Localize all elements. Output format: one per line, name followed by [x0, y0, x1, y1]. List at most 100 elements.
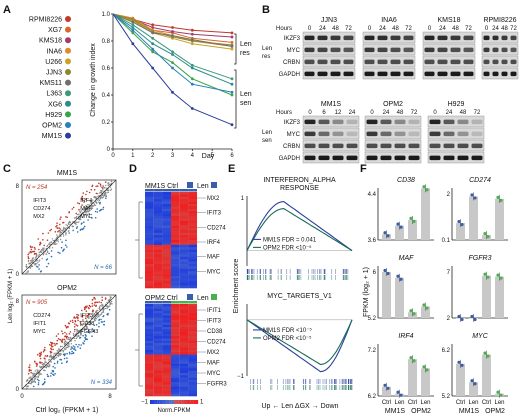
- a-point-l363: [151, 36, 155, 40]
- scatter-point: [104, 307, 107, 310]
- scatter-point-up: [88, 191, 91, 194]
- heatmap-cell: [179, 306, 189, 309]
- heatmap-cell: [162, 285, 171, 289]
- a-point-kms11: [171, 34, 174, 37]
- heatmap-cell: [162, 280, 171, 284]
- scatter-point: [39, 365, 41, 368]
- heatmap-cell: [162, 350, 171, 353]
- heatmap-cell: [171, 304, 180, 307]
- f-dot: [396, 390, 400, 394]
- a-point-h929: [131, 31, 135, 35]
- scatter-point: [40, 367, 43, 369]
- scale-max: 1: [200, 400, 204, 406]
- blot-band: [380, 155, 392, 161]
- scatter-point: [65, 234, 67, 236]
- heatmap-cell: [188, 384, 197, 388]
- scatter-tick: 8: [16, 184, 20, 190]
- heatmap-cell: [188, 268, 197, 272]
- gsea-ylabel: Enrichment score: [233, 259, 240, 314]
- scatter-point: [102, 309, 104, 311]
- scatter-point-up: [79, 320, 82, 323]
- scatter-point-up: [28, 252, 31, 254]
- blot-band: [463, 47, 474, 53]
- heatmap-cell: [179, 273, 189, 277]
- a-point-rpmi8226: [151, 23, 155, 27]
- blot-band: [318, 119, 330, 125]
- heatmap-cell: [179, 338, 189, 342]
- a-ytick-label: 0.2: [102, 120, 111, 126]
- scatter-point-up: [74, 323, 76, 325]
- heatmap-len-swatch: [211, 294, 217, 300]
- scatter-gene-label: MX2: [33, 214, 44, 220]
- scatter-point-down: [54, 373, 56, 375]
- scatter-n-down: N = 334: [91, 380, 113, 386]
- blot-hours-label: Hours: [276, 26, 292, 32]
- panel-a-ylabel: Change in growth index: [90, 43, 97, 117]
- gsea-legend-2: OPM2 FDR <10⁻⁵: [263, 244, 312, 251]
- heatmap-cell: [145, 313, 154, 316]
- scatter-point-up: [81, 316, 84, 318]
- scatter-point: [88, 317, 90, 320]
- scatter-point: [60, 231, 63, 234]
- heatmap-cell: [171, 322, 180, 325]
- scatter-point-up: [44, 349, 46, 351]
- blot-band: [450, 59, 461, 65]
- f-dot: [383, 268, 387, 273]
- f-ytick: 7.2: [368, 348, 377, 354]
- gsea-legend-1: MM1S FDR = 0.041: [263, 237, 317, 243]
- scatter-point-up: [28, 368, 31, 371]
- heatmap-cell: [162, 242, 171, 246]
- scatter-point: [82, 322, 84, 325]
- blot-band: [318, 155, 330, 161]
- heatmap-cell: [188, 283, 197, 286]
- f-ytick: 6.2: [368, 394, 377, 400]
- scatter-point-down: [93, 324, 95, 327]
- f-ytick: 7: [447, 270, 451, 276]
- heatmap-cell: [162, 254, 171, 258]
- scatter-point-up: [68, 322, 71, 325]
- heatmap-cell: [162, 206, 171, 210]
- blot-band: [424, 59, 435, 65]
- heatmap-cell: [179, 240, 189, 243]
- f-ytick: 5.2: [368, 316, 377, 322]
- heatmap-cell: [179, 333, 189, 337]
- scatter-point-up: [56, 222, 58, 224]
- scatter-point-down: [100, 321, 103, 323]
- scatter-point-up: [72, 206, 75, 209]
- heatmap-cell: [179, 361, 189, 365]
- heatmap-cell: [188, 338, 197, 342]
- heatmap-col-bar: [179, 189, 189, 192]
- len-sen-label-2: sen: [240, 100, 251, 107]
- blot-strip: [427, 139, 485, 152]
- scatter-point: [65, 348, 67, 351]
- len-sen-bracket: [234, 69, 237, 129]
- scatter-point: [50, 354, 52, 356]
- blot-strip: [362, 67, 416, 80]
- scatter-point: [76, 213, 79, 216]
- blot-time-label: 72: [345, 26, 352, 32]
- heatmap-cell: [162, 363, 171, 367]
- scatter-point: [99, 191, 102, 193]
- heatmap-cell: [188, 377, 197, 381]
- heatmap-cell: [179, 283, 189, 286]
- scatter-point-down: [91, 328, 94, 330]
- scatter-point: [33, 262, 35, 265]
- heatmap-cell: [153, 230, 163, 234]
- heatmap-cell: [171, 256, 180, 260]
- heatmap-cell: [188, 244, 197, 248]
- legend-dot-xg6: [65, 100, 71, 107]
- heatmap-cell: [145, 244, 154, 248]
- scatter-point-up: [27, 373, 30, 375]
- heatmap-cell: [145, 240, 154, 243]
- heatmap-cell: [171, 391, 180, 394]
- heatmap-cell: [171, 266, 180, 270]
- scatter-n-up: N = 254: [26, 185, 48, 191]
- scatter-point: [100, 195, 102, 197]
- scatter-point-down: [47, 375, 49, 378]
- scatter-point-up: [34, 248, 36, 250]
- heatmap-gene-label: CD274: [207, 225, 226, 231]
- heatmap-cell: [153, 363, 163, 367]
- blot-strip: [422, 43, 476, 56]
- scatter-point: [91, 207, 94, 209]
- heatmap-cell: [179, 261, 189, 265]
